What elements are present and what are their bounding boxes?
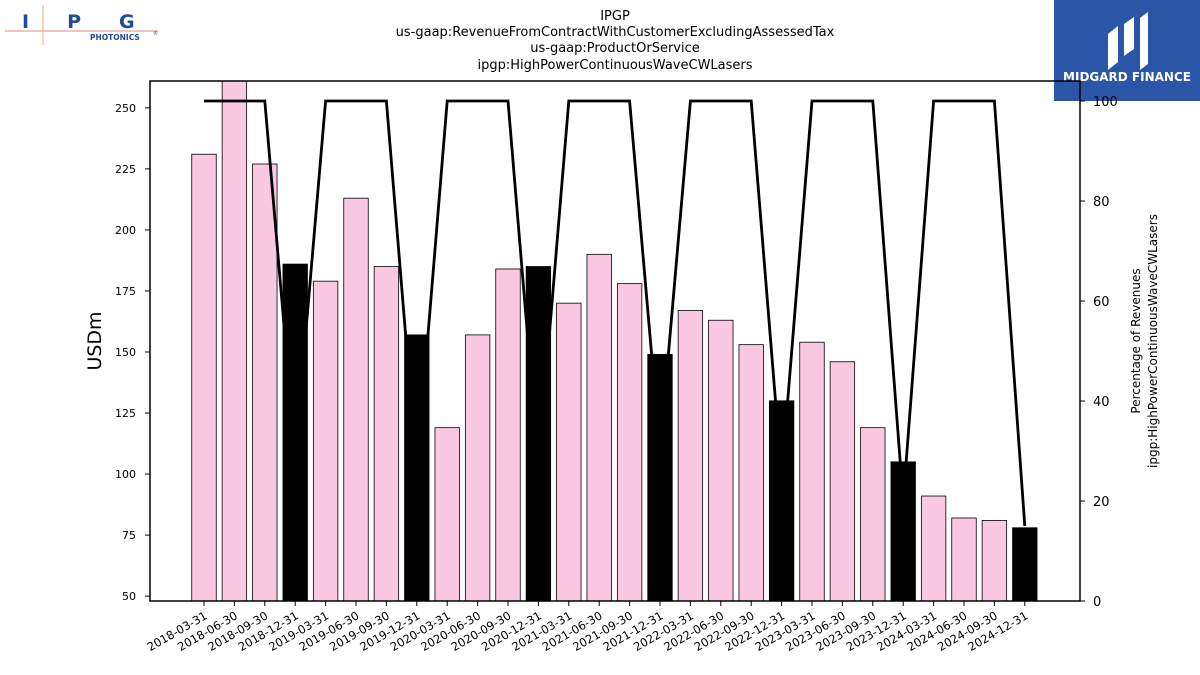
brand-badge: MIDGARD FINANCE	[1054, 0, 1200, 101]
bar-2020-06-30	[464, 334, 491, 602]
logo-mark: ®	[153, 30, 158, 37]
chart-title: IPGP us-gaap:RevenueFromContractWithCust…	[396, 9, 835, 73]
y2-axis-label-line-2: ipgp:HighPowerContinuousWaveCWLasers	[1146, 214, 1160, 468]
bar-2021-06-30	[586, 253, 612, 602]
y2-axis-ticks: 0 20 40 60 80 100	[1080, 95, 1118, 610]
y2-tick-label: 100	[1093, 95, 1118, 110]
bar-2024-06-30	[951, 517, 977, 602]
logo-letters: IPG	[22, 11, 173, 33]
bar-2022-06-30	[708, 319, 734, 602]
title-line-2: us-gaap:RevenueFromContractWithCustomerE…	[396, 25, 835, 40]
bar-2022-12-31	[768, 400, 795, 602]
bar-2024-03-31	[920, 495, 947, 602]
y-tick-label: 250	[115, 102, 136, 115]
bar-2019-06-30	[343, 197, 369, 602]
y-tick-label: 200	[115, 224, 136, 237]
y-tick-label: 125	[115, 407, 136, 420]
y-tick-label: 150	[115, 346, 136, 359]
bar-2021-03-31	[556, 302, 582, 602]
bar-2020-03-31	[434, 427, 460, 602]
bar-2018-12-31	[282, 263, 308, 602]
y2-axis-label-line-1: Percentage of Revenues	[1129, 268, 1143, 413]
bar-2018-06-30	[221, 80, 248, 602]
bar-2018-09-30	[252, 163, 278, 602]
bar-series	[191, 80, 1038, 602]
bar-2022-09-30	[738, 344, 764, 602]
y-tick-label: 50	[122, 590, 136, 603]
company-logo: IPG PHOTONICS ®	[5, 5, 173, 45]
y2-tick-label: 60	[1093, 295, 1110, 310]
bar-2019-09-30	[373, 266, 400, 602]
badge-brand-name: MIDGARD FINANCE	[1063, 70, 1191, 84]
bar-2019-03-31	[312, 280, 339, 602]
title-line-4: ipgp:HighPowerContinuousWaveCWLasers	[477, 58, 752, 73]
bar-2024-09-30	[981, 520, 1008, 602]
bar-2023-06-30	[829, 361, 856, 602]
y2-tick-label: 20	[1093, 495, 1110, 510]
title-line-3: us-gaap:ProductOrService	[530, 41, 700, 56]
percentage-line	[204, 99, 1027, 527]
y-tick-label: 75	[122, 529, 136, 542]
bar-2023-03-31	[799, 341, 825, 602]
brand-logo-icon	[1108, 12, 1148, 70]
y-tick-label: 100	[115, 468, 136, 481]
bar-2024-12-31	[1012, 527, 1038, 602]
y2-tick-label: 40	[1093, 395, 1110, 410]
bar-2020-09-30	[495, 268, 521, 602]
bar-2023-09-30	[860, 427, 886, 602]
logo-subtext: PHOTONICS	[90, 33, 140, 42]
title-line-1: IPGP	[600, 9, 630, 24]
plot-frame	[149, 80, 1081, 602]
y-tick-label: 225	[115, 163, 136, 176]
bar-2020-12-31	[525, 266, 552, 602]
x-axis-ticks: 2018-03-312018-06-302018-09-302018-12-31…	[145, 601, 1030, 654]
y2-tick-label: 80	[1093, 195, 1110, 210]
bar-2022-03-31	[677, 310, 704, 602]
bar-2021-12-31	[647, 354, 673, 602]
y-axis-ticks: 50 75 100 125 150 175 200 225 250	[115, 102, 150, 603]
percentage-line-series	[204, 99, 1027, 527]
bar-2021-09-30	[616, 283, 643, 602]
y-axis-label: USDm	[84, 311, 106, 370]
y-tick-label: 175	[115, 285, 136, 298]
bar-2018-03-31	[191, 153, 217, 602]
y2-tick-label: 0	[1093, 595, 1101, 610]
